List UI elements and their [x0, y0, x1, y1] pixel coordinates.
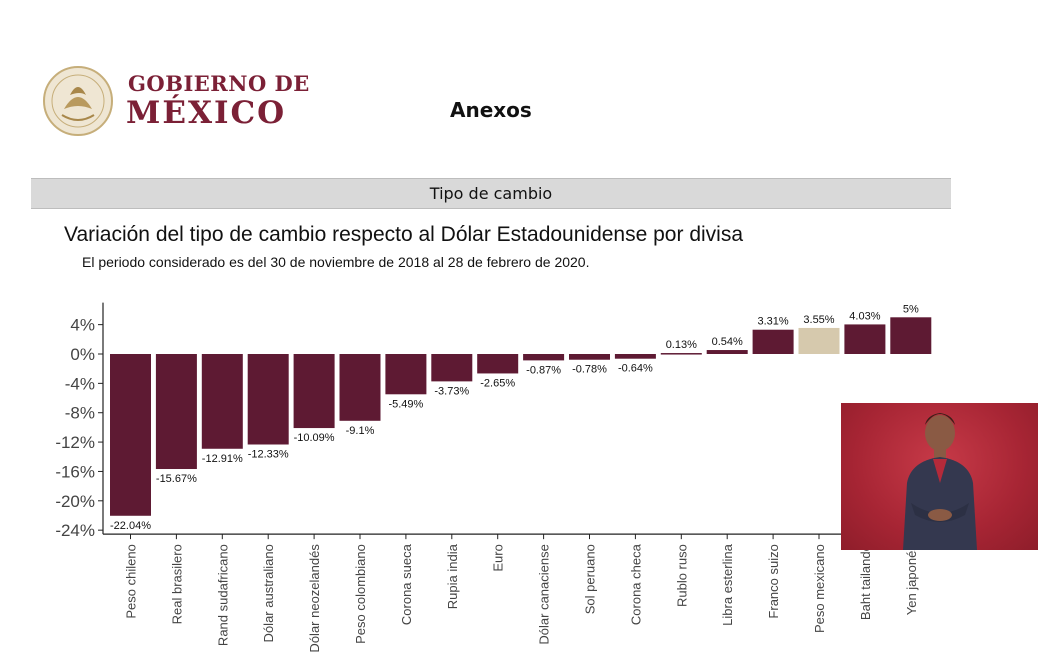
y-tick-label: -12%: [55, 433, 95, 452]
bar-data-label: 3.55%: [803, 314, 834, 326]
category-label: Peso chileno: [124, 544, 139, 618]
bar-data-label: 0.13%: [666, 339, 697, 351]
gov-logo-line2: MÉXICO: [126, 95, 287, 131]
bar-peso-chileno: [110, 354, 151, 516]
bar-data-label: -12.33%: [248, 449, 289, 461]
bar-baht-tailand-: [844, 324, 886, 354]
chart-subtitle: El periodo considerado es del 30 de novi…: [82, 254, 590, 270]
bar-rublo-ruso: [660, 353, 702, 355]
category-label: Libra esterlina: [720, 543, 735, 625]
category-label: Rublo ruso: [674, 544, 689, 607]
category-label: Dólar neozelandés: [307, 544, 322, 653]
bar-data-label: 5%: [903, 303, 919, 315]
category-label: Corona sueca: [399, 543, 414, 625]
bar-yen-japon-s: [890, 317, 932, 354]
bar-sol-peruano: [569, 354, 610, 360]
bar-data-label: -15.67%: [156, 473, 197, 485]
interpreter-person-icon: [903, 413, 977, 550]
y-tick-label: -20%: [55, 492, 95, 511]
y-tick-label: -8%: [65, 404, 95, 423]
bar-data-label: -12.91%: [202, 453, 243, 465]
section-title-bar: Tipo de cambio: [31, 178, 951, 209]
sign-language-interpreter-video: [841, 403, 1038, 550]
category-label: Dólar canaciense: [537, 544, 552, 644]
category-label: Real brasilero: [169, 544, 184, 624]
bar-euro: [477, 354, 519, 374]
category-label: Franco suizo: [766, 544, 781, 618]
bar-data-label: -0.64%: [618, 363, 653, 375]
bar-franco-suizo: [752, 329, 794, 354]
bar-data-label: -22.04%: [110, 520, 151, 532]
bar-data-label: -3.73%: [434, 385, 469, 397]
page-heading: Anexos: [450, 98, 532, 122]
bar-data-label: -5.49%: [388, 398, 423, 410]
category-label: Dólar australiano: [261, 544, 276, 642]
bar-data-label: -10.09%: [294, 432, 335, 444]
bar-peso-mexicano: [798, 327, 840, 354]
bar-d-lar-neozeland-s: [293, 354, 335, 429]
category-label: Euro: [491, 544, 506, 571]
category-label: Yen japonés: [904, 544, 919, 616]
bar-data-label: -0.78%: [572, 364, 607, 376]
bar-d-lar-australiano: [247, 354, 289, 445]
category-label: Peso mexicano: [812, 544, 827, 633]
bar-data-label: 4.03%: [849, 310, 880, 322]
y-tick-label: -4%: [65, 374, 95, 393]
y-tick-label: 4%: [70, 316, 95, 335]
y-tick-label: 0%: [70, 345, 95, 364]
category-label: Sol peruano: [583, 544, 598, 614]
bar-data-label: 3.31%: [757, 316, 788, 328]
category-label: Baht tailandé: [858, 544, 873, 620]
bar-libra-esterlina: [706, 350, 748, 354]
bar-d-lar-canaciense: [523, 354, 565, 361]
category-label: Peso colombiano: [353, 544, 368, 644]
bar-chart: 4% 0% -4% -8% -12% -16% -20% -24% -22.04% Peso ch…: [55, 302, 937, 653]
bar-peso-colombiano: [339, 354, 381, 421]
bar-data-label: -2.65%: [480, 377, 515, 389]
bar-data-label: 0.54%: [712, 336, 743, 348]
bar-rupia-india: [431, 354, 473, 382]
bar-corona-sueca: [385, 354, 427, 395]
bar-corona-checa: [614, 354, 656, 359]
gobierno-de-mexico-logo: GOBIERNO DE MÉXICO: [40, 65, 309, 140]
gov-logo-line1: GOBIERNO DE: [128, 71, 310, 96]
category-label: Rupia india: [445, 543, 460, 609]
category-label: Rand sudafricano: [215, 544, 230, 646]
y-tick-label: -24%: [55, 521, 95, 540]
y-tick-label: -16%: [55, 462, 95, 481]
bar-data-label: -9.1%: [346, 425, 375, 437]
bar-data-label: -0.87%: [526, 364, 561, 376]
bar-rand-sudafricano: [201, 354, 243, 449]
bar-real-brasilero: [155, 354, 197, 470]
chart-title: Variación del tipo de cambio respecto al…: [64, 223, 744, 246]
category-label: Corona checa: [628, 543, 643, 625]
national-seal-icon: [43, 66, 113, 136]
